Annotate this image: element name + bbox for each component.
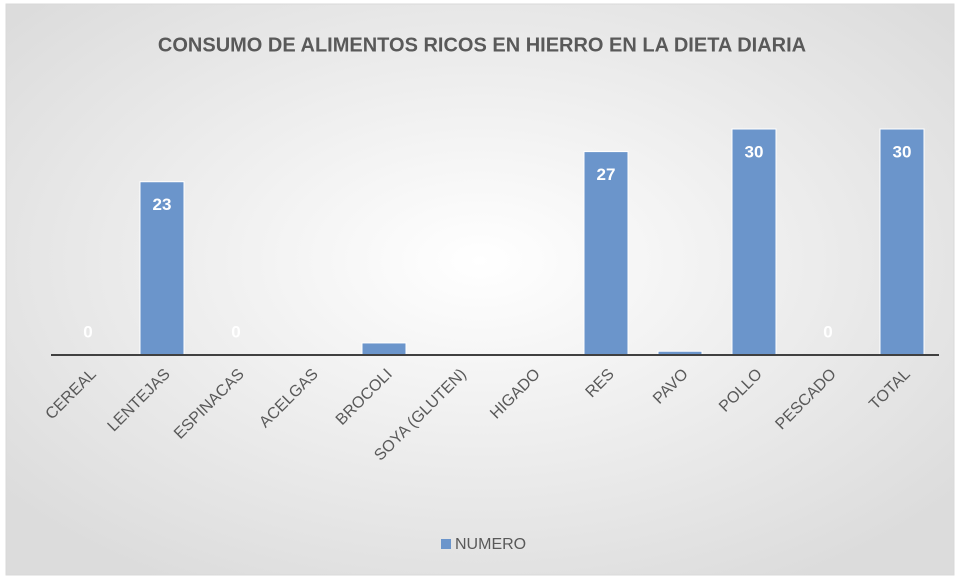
data-label: 0 [823, 322, 832, 341]
data-label: 0 [83, 322, 92, 341]
bar [361, 342, 407, 356]
data-label: 30 [893, 142, 912, 161]
legend-label: NUMERO [455, 536, 526, 553]
data-label: 0 [231, 322, 240, 341]
data-label: 30 [745, 142, 764, 161]
chart-title: CONSUMO DE ALIMENTOS RICOS EN HIERRO EN … [158, 34, 806, 56]
data-label: 27 [597, 165, 616, 184]
bar [731, 128, 777, 356]
data-label: 23 [153, 195, 172, 214]
legend-swatch [441, 539, 451, 549]
bar [139, 181, 185, 356]
bar [583, 151, 629, 356]
bar [879, 128, 925, 356]
